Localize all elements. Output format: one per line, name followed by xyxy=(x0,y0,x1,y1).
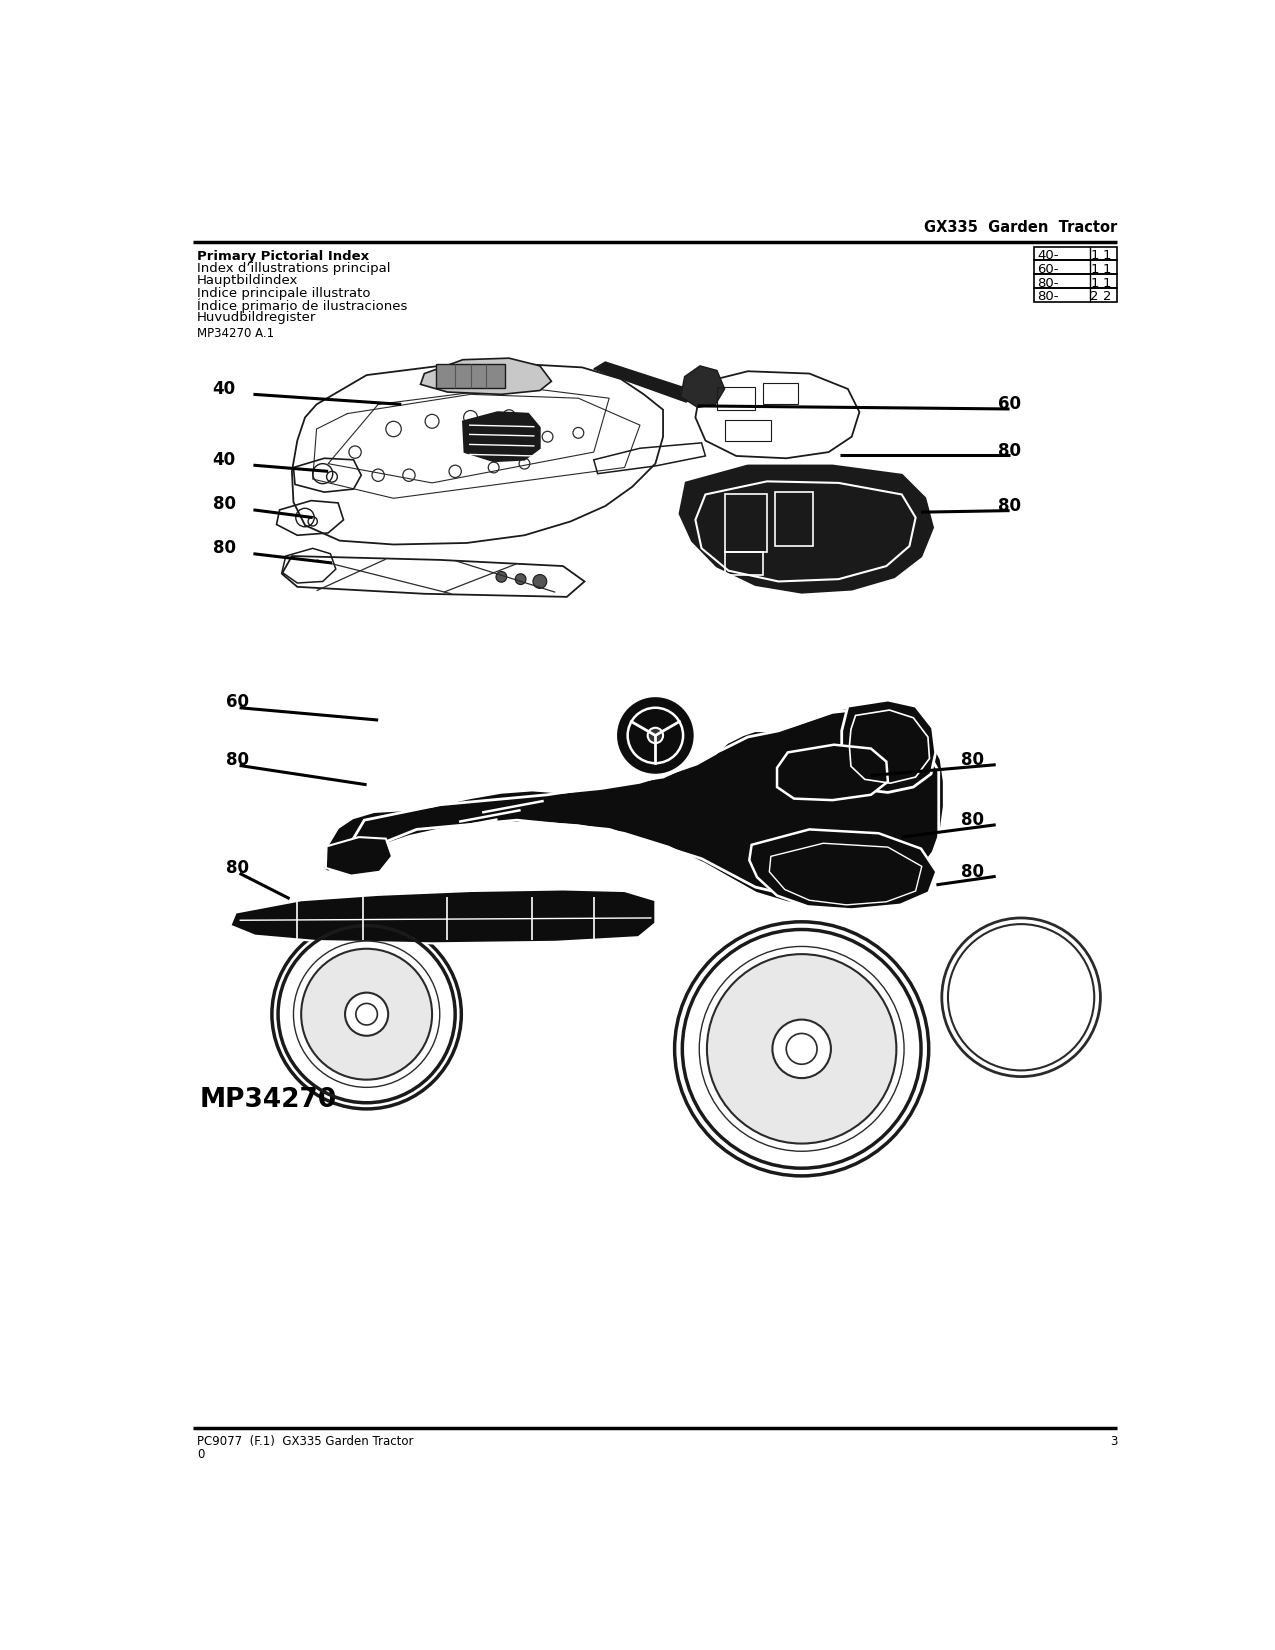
Text: 80-: 80- xyxy=(1038,277,1058,289)
Polygon shape xyxy=(463,412,539,462)
Circle shape xyxy=(301,949,432,1079)
Text: 1: 1 xyxy=(1103,277,1112,289)
Text: 40: 40 xyxy=(213,380,236,398)
Polygon shape xyxy=(680,465,932,592)
Text: 0: 0 xyxy=(198,1449,204,1462)
Text: 60: 60 xyxy=(998,396,1021,414)
Text: Hauptbildindex: Hauptbildindex xyxy=(198,274,298,287)
Bar xyxy=(436,363,505,388)
Polygon shape xyxy=(231,889,655,944)
Polygon shape xyxy=(776,744,887,800)
Text: Índice primario de ilustraciones: Índice primario de ilustraciones xyxy=(198,299,408,314)
Text: 80: 80 xyxy=(961,812,984,830)
Text: 80: 80 xyxy=(213,495,236,513)
Text: 40: 40 xyxy=(213,450,236,469)
Circle shape xyxy=(942,917,1100,1076)
Circle shape xyxy=(515,574,527,584)
Bar xyxy=(724,495,768,553)
Circle shape xyxy=(773,1020,831,1077)
Polygon shape xyxy=(842,700,936,792)
Text: GX335  Garden  Tractor: GX335 Garden Tractor xyxy=(924,219,1117,234)
Bar xyxy=(1034,261,1117,274)
Bar xyxy=(717,386,756,409)
Circle shape xyxy=(346,993,388,1036)
Text: 80-: 80- xyxy=(1038,290,1058,304)
Polygon shape xyxy=(681,366,724,408)
Text: 1: 1 xyxy=(1103,262,1112,276)
Text: 80: 80 xyxy=(213,540,236,558)
Circle shape xyxy=(674,922,928,1176)
Polygon shape xyxy=(421,358,551,394)
Polygon shape xyxy=(750,830,936,909)
Text: 1: 1 xyxy=(1090,249,1099,262)
Bar xyxy=(724,553,764,576)
Circle shape xyxy=(648,728,663,742)
Polygon shape xyxy=(326,705,942,903)
Text: 1: 1 xyxy=(1090,277,1099,289)
Text: 80: 80 xyxy=(961,751,984,769)
Circle shape xyxy=(616,695,695,776)
Text: 80: 80 xyxy=(961,863,984,881)
Circle shape xyxy=(533,574,547,589)
Text: Primary Pictorial Index: Primary Pictorial Index xyxy=(198,249,370,262)
Text: 60-: 60- xyxy=(1038,262,1058,276)
Bar xyxy=(775,492,813,546)
Text: PC9077  (F.1)  GX335 Garden Tractor: PC9077 (F.1) GX335 Garden Tractor xyxy=(198,1436,413,1449)
Polygon shape xyxy=(326,837,391,876)
Circle shape xyxy=(496,571,506,582)
Polygon shape xyxy=(594,361,697,403)
Bar xyxy=(1034,274,1117,289)
Text: 80: 80 xyxy=(998,497,1021,515)
Text: 80: 80 xyxy=(227,860,250,876)
Text: 1: 1 xyxy=(1103,249,1112,262)
Text: 1: 1 xyxy=(1090,262,1099,276)
Text: MP34270 A.1: MP34270 A.1 xyxy=(198,327,274,340)
Text: 60: 60 xyxy=(227,693,250,711)
Text: 2: 2 xyxy=(1090,290,1099,304)
Text: 2: 2 xyxy=(1103,290,1112,304)
Text: Indice principale illustrato: Indice principale illustrato xyxy=(198,287,371,300)
Bar xyxy=(1034,289,1117,302)
Circle shape xyxy=(706,954,896,1143)
Text: 80: 80 xyxy=(998,442,1021,460)
Text: 80: 80 xyxy=(227,751,250,769)
Text: Index d’illustrations principal: Index d’illustrations principal xyxy=(198,262,390,276)
Bar xyxy=(764,383,798,404)
Bar xyxy=(1034,246,1117,261)
Text: 40-: 40- xyxy=(1038,249,1058,262)
Text: MP34270: MP34270 xyxy=(199,1087,337,1114)
Circle shape xyxy=(272,919,462,1109)
Text: Huvudbildregister: Huvudbildregister xyxy=(198,312,316,323)
Bar xyxy=(724,419,771,441)
Text: 3: 3 xyxy=(1111,1436,1117,1449)
